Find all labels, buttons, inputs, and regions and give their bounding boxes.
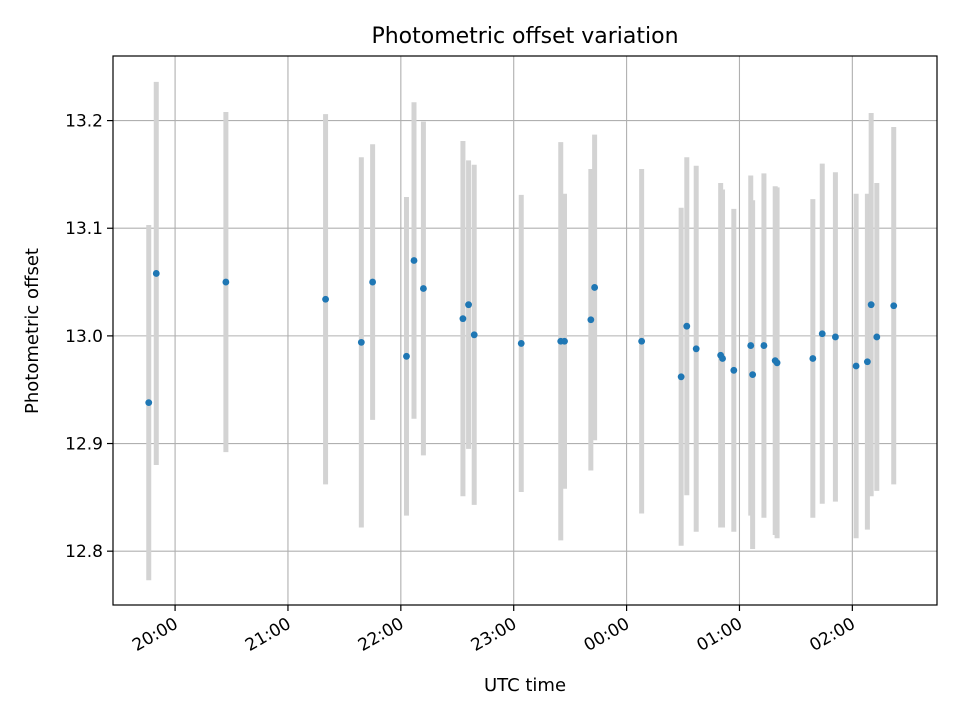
- y-tick-label: 12.8: [65, 542, 103, 562]
- error-bars: [146, 81, 897, 581]
- y-axis-ticks: 12.8 12.9 13.0 13.1 13.2: [65, 112, 113, 562]
- x-tick-label: 21:00: [242, 614, 294, 656]
- y-tick-label: 13.1: [65, 219, 103, 239]
- data-point: [465, 301, 472, 309]
- data-point: [222, 278, 230, 286]
- y-tick-label: 12.9: [65, 435, 103, 455]
- y-tick-label: 13.2: [65, 112, 103, 132]
- y-tick-label: 13.0: [65, 327, 103, 347]
- x-tick-label: 22:00: [355, 614, 407, 656]
- data-point: [730, 366, 738, 374]
- x-tick-label: 20:00: [129, 614, 181, 656]
- plot-frame: [112, 55, 938, 606]
- x-tick-label: 02:00: [806, 614, 858, 656]
- x-tick-label: 23:00: [468, 614, 520, 656]
- data-point: [809, 355, 817, 362]
- x-axis-ticks: 20:00 21:00 22:00 23:00 00:00 01:00 02:00: [129, 605, 859, 656]
- data-point: [369, 278, 377, 286]
- data-point: [152, 270, 160, 277]
- data-point: [410, 257, 418, 264]
- data-point: [322, 295, 329, 303]
- data-point: [357, 338, 365, 346]
- data-point: [867, 301, 875, 309]
- data-point: [852, 362, 860, 370]
- x-tick-label: 01:00: [694, 614, 746, 656]
- y-axis-label: Photometric offset: [22, 248, 43, 414]
- x-tick-label: 00:00: [581, 614, 633, 656]
- data-point: [832, 333, 839, 341]
- chart-title: Photometric offset variation: [371, 24, 678, 49]
- x-axis-label: UTC time: [484, 675, 566, 696]
- data-point: [403, 352, 410, 360]
- grid-lines: [113, 56, 937, 605]
- data-point: [420, 285, 427, 292]
- data-point: [517, 340, 525, 347]
- data-point: [692, 345, 700, 353]
- data-point: [760, 342, 768, 349]
- data-point: [587, 316, 595, 324]
- data-point: [873, 333, 881, 341]
- data-point: [747, 342, 755, 349]
- data-points: [145, 257, 898, 407]
- data-point: [638, 337, 646, 345]
- data-point: [677, 373, 685, 381]
- data-point: [459, 315, 467, 323]
- data-point: [719, 355, 726, 362]
- data-point: [749, 371, 757, 379]
- data-point: [470, 331, 478, 339]
- data-point: [561, 337, 568, 345]
- data-point: [683, 322, 691, 330]
- data-point: [145, 399, 153, 407]
- data-point: [773, 359, 781, 367]
- data-point: [863, 358, 871, 366]
- data-point: [890, 302, 898, 310]
- data-point: [818, 330, 826, 338]
- data-point: [591, 284, 599, 291]
